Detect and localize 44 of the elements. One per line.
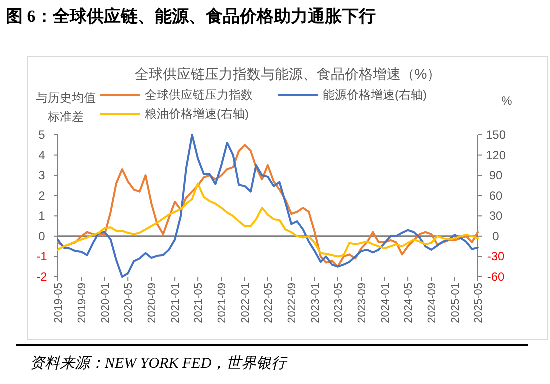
y2-tick-label: 90 xyxy=(489,168,503,183)
x-tick-label: 2025-05 xyxy=(473,283,485,324)
y-tick-label: -2 xyxy=(36,270,48,284)
line-series xyxy=(57,182,479,258)
y2-axis-title: % xyxy=(502,94,513,108)
x-tick-label: 2022-05 xyxy=(263,283,275,324)
x-tick-label: 2022-09 xyxy=(286,283,299,324)
y2-tick-label: 0 xyxy=(492,229,500,244)
x-tick-label: 2024-05 xyxy=(403,283,416,324)
x-tick-label: 2023-01 xyxy=(310,283,322,324)
y-tick-label: 2 xyxy=(38,188,46,203)
x-tick-label: 2019-05 xyxy=(53,283,65,324)
text: 资料来源：NEW YORK FED，世界银行 xyxy=(30,355,289,372)
legend-label: 能源价格增速(右轴) xyxy=(323,88,427,102)
y-tick-label: 1 xyxy=(38,209,46,224)
x-tick-label: 2024-09 xyxy=(426,283,439,324)
x-tick-label: 2022-01 xyxy=(240,283,252,324)
y2-tick-label: 120 xyxy=(486,148,506,162)
x-tick-label: 2021-01 xyxy=(170,283,182,324)
x-tick-label: 2023-05 xyxy=(332,283,345,324)
y-tick-label: 0 xyxy=(38,229,46,244)
x-tick-label: 2021-05 xyxy=(193,283,206,324)
legend-label: 粮油价格增速(右轴) xyxy=(145,107,249,121)
chart-subtitle: 全球供应链压力指数与能源、食品价格增速（%） xyxy=(134,66,442,82)
x-tick-label: 2019-09 xyxy=(76,283,89,324)
x-tick-label: 2023-09 xyxy=(356,283,369,324)
x-tick-label: 2020-05 xyxy=(123,283,136,324)
y-tick-label: 4 xyxy=(38,148,46,162)
x-tick-label: 2021-09 xyxy=(216,283,229,324)
x-tick-label: 2020-09 xyxy=(146,283,159,324)
y-tick-label: -1 xyxy=(36,250,48,264)
y2-tick-label: 30 xyxy=(489,209,503,224)
x-tick-label: 2020-01 xyxy=(100,283,112,324)
y2-tick-label: 60 xyxy=(489,188,503,203)
chart-title: 图 6：全球供应链、能源、食品价格助力通胀下行 xyxy=(6,7,376,26)
y-tick-label: 3 xyxy=(38,168,46,183)
x-tick-label: 2025-01 xyxy=(450,283,462,324)
y2-tick-label: -60 xyxy=(487,270,505,284)
x-tick-label: 2024-01 xyxy=(380,283,392,324)
y-axis-title: 与历史均值标准差 xyxy=(36,91,96,124)
y2-tick-label: 150 xyxy=(486,128,506,142)
y2-tick-label: -30 xyxy=(487,250,505,264)
y-tick-label: 5 xyxy=(38,128,46,142)
legend-label: 全球供应链压力指数 xyxy=(145,88,253,102)
